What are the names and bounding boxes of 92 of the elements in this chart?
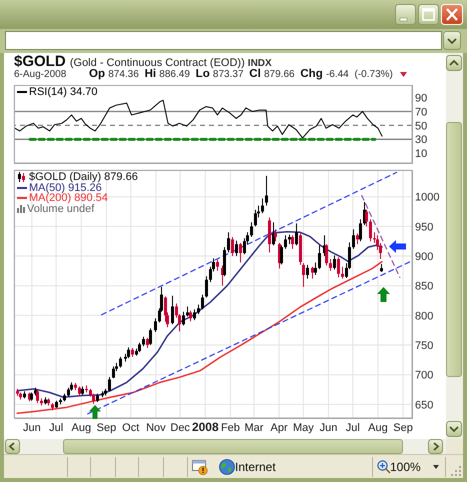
- candlestick: [201, 294, 204, 310]
- y-tick-label: 90: [415, 92, 428, 104]
- candlestick: [112, 366, 115, 379]
- y-tick-label: 850: [415, 280, 434, 293]
- x-tick-label: Nov: [146, 422, 166, 434]
- candlestick: [274, 228, 277, 242]
- candlestick: [318, 244, 321, 270]
- candlestick: [337, 256, 340, 278]
- x-tick-label: May: [292, 422, 314, 434]
- candlestick: [250, 222, 253, 238]
- x-tick-label: Aug: [368, 422, 388, 434]
- y-tick-label: 10: [415, 148, 428, 160]
- candlestick: [197, 304, 200, 315]
- candlestick: [182, 311, 185, 326]
- line-series: [14, 100, 383, 138]
- x-tick-label: Aug: [71, 422, 92, 434]
- candlestick: [333, 254, 336, 270]
- y-tick-label: 30: [415, 134, 428, 146]
- x-tick-label: Apr: [270, 422, 288, 434]
- candlestick: [268, 216, 271, 253]
- candlestick: [127, 346, 130, 359]
- y-tick-label: 900: [415, 250, 434, 263]
- annotation: Volume undef: [27, 202, 94, 214]
- legend-label: MA(200) 890.54: [29, 192, 108, 204]
- candlestick: [295, 222, 298, 246]
- x-tick-label: Feb: [220, 422, 240, 434]
- x-tick-label: Sep: [393, 422, 413, 434]
- candlestick: [365, 209, 368, 227]
- candlestick: [288, 234, 291, 245]
- candlestick: [369, 218, 372, 242]
- candlestick: [149, 328, 152, 346]
- candlestick: [146, 337, 149, 348]
- candlestick: [231, 236, 234, 257]
- candlestick: [235, 240, 238, 257]
- candlestick: [92, 393, 95, 404]
- x-tick-label: Jun: [320, 422, 338, 434]
- x-tick-label: Jun: [22, 422, 41, 434]
- candlestick: [108, 376, 111, 392]
- x-tick-label: Mar: [244, 422, 264, 434]
- candlestick: [280, 244, 283, 265]
- candlestick: [302, 262, 305, 288]
- candlestick: [352, 228, 355, 250]
- candlestick: [227, 232, 230, 253]
- x-tick-label: 2008: [192, 420, 219, 434]
- line-series: [16, 230, 383, 398]
- y-tick-label: 650: [415, 399, 434, 412]
- chart-title: $GOLD (Gold - Continuous Contract (EOD)) INDX: [14, 53, 272, 70]
- candlestick: [284, 234, 287, 250]
- candlestick: [306, 264, 309, 280]
- candlestick: [171, 295, 174, 325]
- candlestick: [314, 262, 317, 276]
- candlestick: [261, 198, 264, 214]
- y-tick-label: 750: [415, 340, 434, 352]
- text: 6-Aug-2008 Op 874.36 Hi 886.49 Lo 873.37 Cl 879.66 Chg -6.44 (-0.73%): [14, 68, 393, 80]
- candlestick: [119, 356, 122, 368]
- legend-label: $GOLD (Daily) 879.66: [29, 171, 138, 183]
- candlestick: [325, 244, 328, 266]
- candlestick: [142, 336, 145, 347]
- y-tick-label: 800: [415, 310, 434, 322]
- candlestick: [216, 259, 219, 272]
- candlestick: [356, 232, 359, 245]
- candlestick: [205, 276, 208, 298]
- x-tick-label: Oct: [122, 422, 140, 434]
- candlestick: [311, 266, 314, 280]
- x-tick-label: Jul: [49, 422, 64, 434]
- candlestick: [193, 308, 196, 321]
- y-tick-label: 700: [415, 370, 434, 382]
- x-tick-label: Dec: [170, 422, 190, 434]
- y-tick-label: 50: [415, 120, 428, 132]
- y-tick-label: 950: [415, 221, 434, 234]
- candlestick: [341, 266, 344, 280]
- candlestick: [36, 390, 39, 404]
- candlestick: [239, 242, 242, 264]
- candlestick: [359, 218, 362, 242]
- candlestick: [186, 306, 189, 318]
- candlestick: [265, 175, 268, 206]
- candlestick: [154, 318, 157, 332]
- candlestick: [78, 386, 81, 397]
- text: 100%: [390, 460, 421, 474]
- legend-label: RSI(14) 34.70: [29, 86, 98, 98]
- candlestick: [291, 234, 294, 250]
- x-tick-label: Jul: [346, 422, 360, 434]
- y-tick-label: 70: [415, 106, 428, 118]
- y-tick-label: 1000: [415, 192, 440, 204]
- legend-label: MA(50) 915.26: [29, 182, 102, 194]
- x-tick-label: Sep: [96, 422, 116, 434]
- candlestick: [329, 258, 332, 272]
- line-series: [16, 260, 383, 414]
- text: Internet: [235, 460, 276, 474]
- candlestick: [189, 310, 192, 322]
- candlestick: [254, 209, 257, 227]
- candlestick: [138, 342, 141, 353]
